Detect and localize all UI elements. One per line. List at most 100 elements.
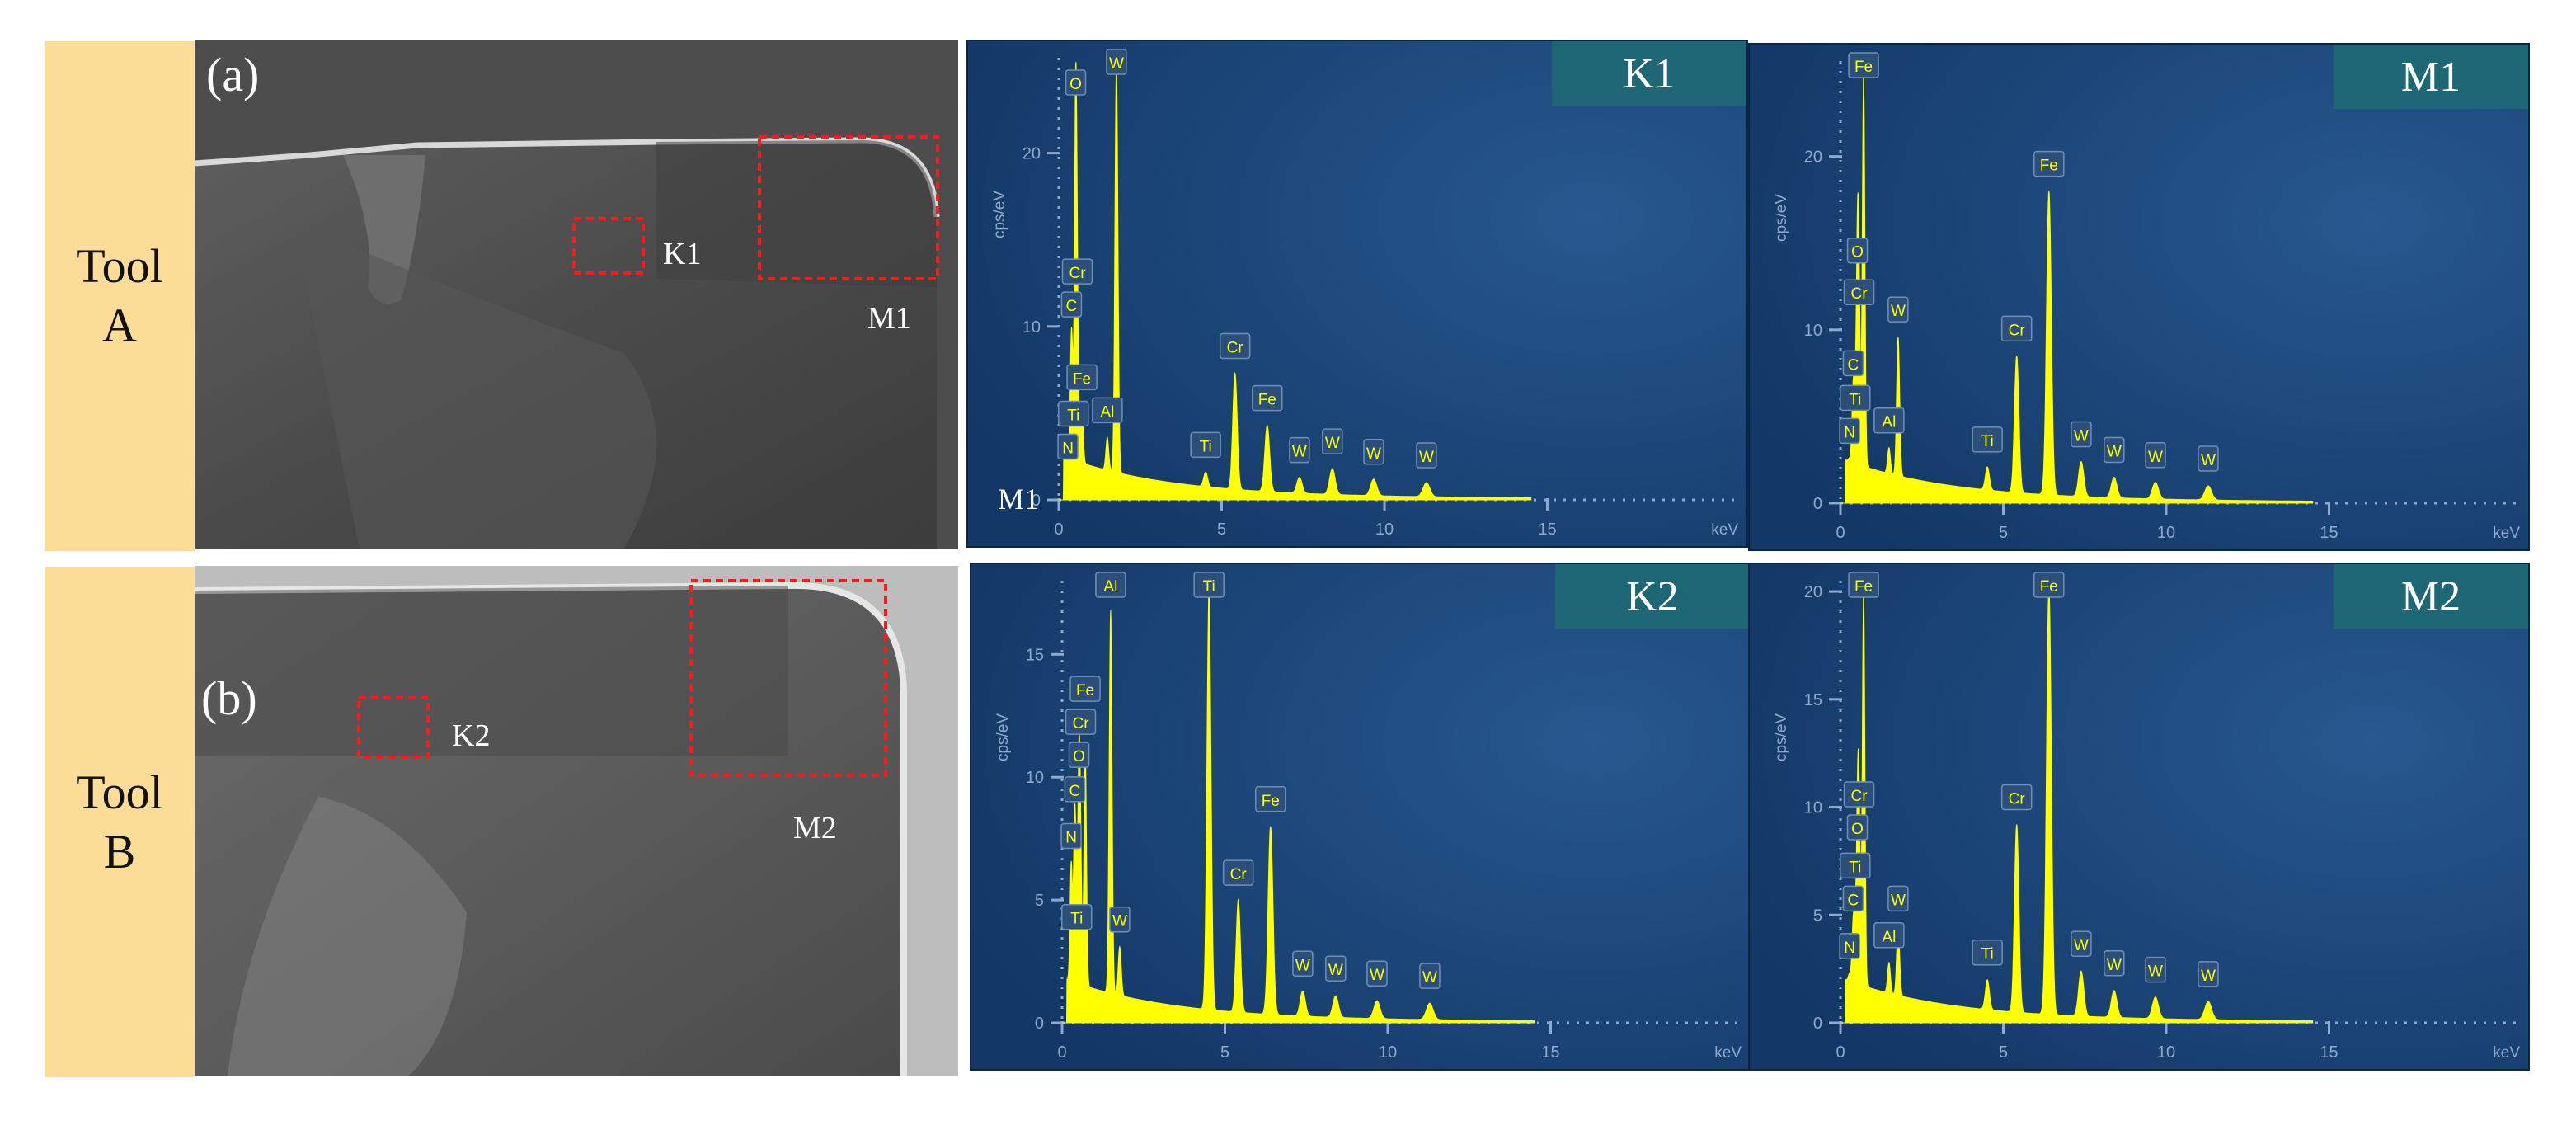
peak-label-fe: Fe — [1848, 52, 1879, 78]
svg-text:W: W — [1112, 913, 1127, 930]
peak-label-n: N — [1060, 822, 1082, 850]
sem-image-a: (a) K1 M1 — [195, 40, 958, 549]
x-tick-label: 0 — [1836, 524, 1845, 542]
svg-text:Fe: Fe — [1258, 392, 1276, 409]
svg-text:Al: Al — [1103, 578, 1117, 596]
y-tick-label: 15 — [1026, 646, 1044, 664]
x-tick-label: 15 — [1538, 520, 1556, 539]
peak-label-fe: Fe — [2033, 150, 2065, 177]
svg-text:W: W — [2107, 957, 2122, 974]
x-tick-label: 10 — [2157, 524, 2175, 542]
spectrum-panel-k1: 0 10 20 0 5 10 15 cps/eV keV N C Ti O Cr Fe Al W Ti Cr Fe W W… — [966, 40, 1748, 548]
y-tick-label: 0 — [1035, 1015, 1044, 1033]
tool-a-label: Tool A — [45, 41, 195, 551]
svg-text:Al: Al — [1882, 929, 1896, 946]
peak-label-w: W — [2145, 956, 2166, 983]
peak-label-cr: Cr — [1222, 859, 1254, 886]
peak-label-fe: Fe — [2033, 572, 2065, 598]
spectrum-chart-m2: 0 5 10 15 20 0 5 10 15 cps/eV keV N C Ti O Cr Fe Al W Ti Cr F… — [1750, 564, 2528, 1069]
sem-image-b: (b) K2 M2 — [195, 566, 958, 1076]
svg-text:W: W — [1370, 967, 1384, 984]
peak-label-o: O — [1065, 69, 1087, 96]
svg-text:Ti: Ti — [1067, 407, 1079, 424]
y-axis-label: cps/eV — [1773, 194, 1790, 242]
peak-label-cr: Cr — [1219, 332, 1251, 360]
y-tick-label: 20 — [1022, 145, 1041, 163]
peak-label-w: W — [2198, 445, 2219, 472]
svg-text:W: W — [2201, 452, 2216, 469]
svg-text:W: W — [1295, 957, 1310, 974]
x-axis-label: keV — [2493, 525, 2520, 542]
spectrum-background — [968, 41, 1746, 546]
svg-text:W: W — [1109, 55, 1124, 73]
svg-text:W: W — [1328, 962, 1343, 979]
spectrum-area — [1840, 69, 2314, 504]
tool-label-line2: B — [103, 825, 136, 878]
peak-label-ti: Ti — [1972, 939, 2003, 966]
svg-text:Fe: Fe — [1854, 578, 1873, 596]
peak-label-n: N — [1839, 417, 1860, 445]
x-axis-label: keV — [1711, 521, 1738, 539]
x-tick-label: 15 — [1541, 1043, 1559, 1062]
tool-label-line2: A — [102, 299, 137, 352]
svg-text:Ti: Ti — [1849, 391, 1861, 408]
peak-label-cr: Cr — [2000, 315, 2033, 342]
svg-text:W: W — [2074, 937, 2089, 954]
x-tick-label: 15 — [2320, 1043, 2338, 1062]
svg-text:C: C — [1066, 298, 1078, 315]
spectrum-background — [971, 564, 1750, 1069]
peak-label-o: O — [1068, 742, 1090, 768]
peak-label-ti: Ti — [1193, 572, 1225, 598]
region-box-m2 — [689, 579, 887, 777]
y-tick-label: 15 — [1804, 691, 1822, 709]
peak-label-w: W — [1109, 906, 1131, 933]
svg-text:C: C — [1848, 892, 1859, 909]
region-label-k2: K2 — [452, 718, 490, 753]
built-up-edge — [343, 155, 425, 304]
svg-text:Ti: Ti — [1203, 578, 1215, 596]
svg-text:Cr: Cr — [1069, 265, 1086, 282]
spectrum-title-badge: K1 — [1552, 41, 1746, 106]
svg-text:Fe: Fe — [1262, 793, 1280, 810]
peak-label-w: W — [2104, 436, 2125, 464]
peak-label-al: Al — [1092, 397, 1123, 424]
peak-label-ti: Ti — [1058, 400, 1089, 427]
wear-band — [195, 586, 788, 756]
peak-label-fe: Fe — [1069, 676, 1101, 702]
x-axis-label: keV — [2493, 1044, 2520, 1062]
y-tick-label: 0 — [1813, 495, 1822, 513]
y-tick-label: 5 — [1035, 892, 1044, 910]
svg-text:W: W — [1292, 444, 1307, 461]
spectrum-chart-k1: 0 10 20 0 5 10 15 cps/eV keV N C Ti O Cr Fe Al W Ti Cr Fe W W… — [968, 41, 1746, 546]
peak-label-cr: Cr — [1061, 258, 1093, 285]
svg-text:W: W — [1891, 303, 1906, 320]
x-tick-label: 0 — [1057, 1043, 1066, 1062]
y-tick-label: 0 — [1032, 492, 1041, 510]
svg-text:Al: Al — [1100, 403, 1114, 421]
peak-label-al: Al — [1095, 572, 1126, 598]
peak-label-w: W — [1289, 436, 1310, 464]
svg-text:W: W — [1422, 969, 1437, 987]
svg-text:Al: Al — [1882, 414, 1896, 431]
svg-text:Cr: Cr — [1850, 788, 1868, 805]
region-box-m1 — [758, 135, 939, 280]
svg-text:Cr: Cr — [2009, 322, 2026, 339]
peak-label-c: C — [1842, 885, 1864, 912]
y-tick-label: 0 — [1813, 1015, 1822, 1033]
region-label-m1: M1 — [867, 301, 911, 336]
spectrum-area — [1840, 586, 2314, 1024]
y-axis-label: cps/eV — [994, 713, 1012, 761]
x-tick-label: 5 — [1220, 1043, 1229, 1062]
spectrum-area — [1062, 590, 1535, 1024]
peak-label-n: N — [1057, 433, 1079, 460]
region-label-m2: M2 — [793, 811, 837, 845]
svg-text:Cr: Cr — [1230, 866, 1248, 883]
peak-label-o: O — [1846, 237, 1869, 264]
spectrum-title-badge: M2 — [2334, 564, 2528, 629]
svg-text:O: O — [1851, 244, 1864, 261]
wear-zone — [228, 797, 467, 1076]
x-tick-label: 10 — [2157, 1043, 2175, 1062]
peak-label-w: W — [1106, 49, 1127, 75]
spectrum-background — [1750, 45, 2528, 549]
peak-label-al: Al — [1873, 407, 1905, 434]
